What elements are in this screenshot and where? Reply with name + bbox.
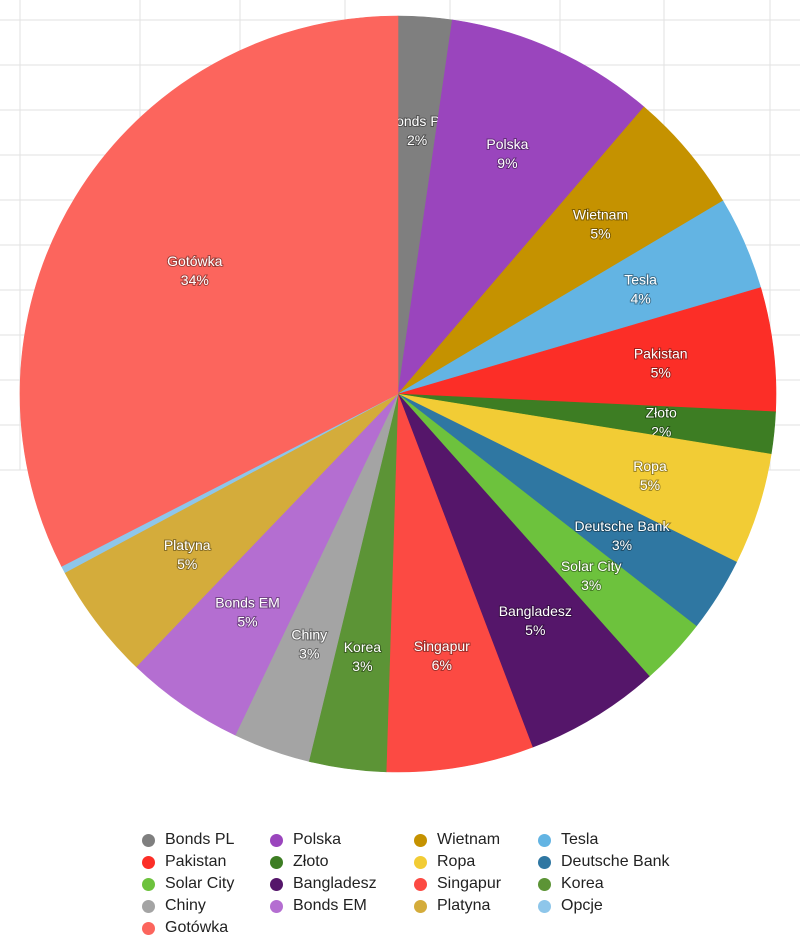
legend-swatch	[142, 921, 155, 935]
legend-item-deutsche-bank: Deutsche Bank	[538, 851, 670, 873]
legend-label: Korea	[561, 875, 604, 892]
pie-slice-polska	[397, 19, 645, 395]
legend-label: Chiny	[165, 897, 206, 914]
legend-swatch	[270, 855, 283, 869]
slice-percent-solar-city: 3%	[581, 577, 601, 593]
slice-percent-platyna: 5%	[177, 556, 197, 572]
slice-percent-bonds-pl: 2%	[407, 132, 427, 148]
slice-label-singapur: Singapur	[414, 638, 470, 654]
legend-item-ropa: Ropa	[414, 851, 475, 873]
slice-label-gotowka: Gotówka	[167, 253, 222, 269]
legend-label: Polska	[293, 831, 342, 848]
pie-slice-gotowka	[19, 15, 399, 567]
legend-item-platyna: Platyna	[414, 895, 490, 917]
legend-label: Bonds EM	[293, 897, 367, 914]
slice-percent-bangladesz: 5%	[525, 622, 545, 638]
slice-label-pakistan: Pakistan	[634, 346, 688, 362]
legend-item-bonds-pl: Bonds PL	[142, 829, 234, 851]
pie-chart: Bonds PL 2% Polska 9% Wietnam 5% Tesla 4% Pakist…	[19, 15, 777, 773]
legend-item-chiny: Chiny	[142, 895, 206, 917]
legend-label: Złoto	[293, 853, 329, 870]
legend-label: Platyna	[437, 897, 491, 914]
slice-label-deutsche-bank: Deutsche Bank	[575, 518, 671, 534]
slice-label-polska: Polska	[486, 136, 528, 152]
legend-label: Singapur	[437, 875, 502, 892]
legend-swatch	[142, 877, 155, 891]
legend-item-bonds-em: Bonds EM	[270, 895, 367, 917]
legend-label: Tesla	[561, 831, 599, 848]
legend-label: Wietnam	[437, 831, 501, 848]
legend-label: Bangladesz	[293, 875, 377, 892]
legend-label: Gotówka	[165, 919, 229, 936]
legend-item-tesla: Tesla	[538, 829, 598, 851]
slice-percent-tesla: 4%	[630, 290, 650, 306]
legend-swatch	[414, 855, 427, 869]
slice-label-zloto: Złoto	[646, 404, 677, 420]
legend-label: Bonds PL	[165, 831, 235, 848]
legend-item-bangladesz: Bangladesz	[270, 873, 377, 895]
slice-label-wietnam: Wietnam	[573, 207, 628, 223]
legend-swatch	[270, 833, 283, 847]
slice-percent-korea: 3%	[352, 658, 372, 674]
slice-label-korea: Korea	[344, 639, 382, 655]
legend-item-korea: Korea	[538, 873, 604, 895]
legend-swatch	[538, 899, 551, 913]
legend-label: Opcje	[561, 897, 603, 914]
pie-slice-bangladesz	[397, 393, 650, 748]
legend-swatch	[538, 833, 551, 847]
legend-swatch	[142, 833, 155, 847]
slice-percent-pakistan: 5%	[651, 365, 671, 381]
slice-percent-singapur: 6%	[432, 657, 452, 673]
legend-swatch	[538, 877, 551, 891]
legend-swatch	[142, 855, 155, 869]
slice-label-bonds-pl: Bonds PL	[387, 113, 448, 129]
legend-swatch	[270, 899, 283, 913]
legend-swatch	[414, 833, 427, 847]
slice-label-platyna: Platyna	[164, 537, 211, 553]
legend-item-zloto: Złoto	[270, 851, 329, 873]
slice-percent-ropa: 5%	[640, 477, 660, 493]
legend-item-wietnam: Wietnam	[414, 829, 500, 851]
legend-swatch	[270, 877, 283, 891]
slice-percent-deutsche-bank: 3%	[612, 537, 632, 553]
legend-label: Solar City	[165, 875, 235, 892]
slice-label-bonds-em: Bonds EM	[215, 595, 280, 611]
legend-swatch	[414, 877, 427, 891]
slice-label-chiny: Chiny	[291, 626, 327, 642]
pie-slice-singapur	[385, 393, 533, 773]
slice-percent-gotowka: 34%	[181, 272, 209, 288]
legend-item-polska: Polska	[270, 829, 341, 851]
legend-item-singapur: Singapur	[414, 873, 501, 895]
slice-label-bangladesz: Bangladesz	[499, 603, 572, 619]
slice-label-ropa: Ropa	[633, 458, 667, 474]
legend-swatch	[142, 899, 155, 913]
legend-swatch	[538, 855, 551, 869]
legend-item-gotowka: Gotówka	[142, 917, 228, 939]
slice-label-tesla: Tesla	[624, 271, 657, 287]
legend-item-solar-city: Solar City	[142, 873, 234, 895]
slice-percent-wietnam: 5%	[590, 226, 610, 242]
legend-swatch	[414, 899, 427, 913]
slice-percent-polska: 9%	[497, 155, 517, 171]
legend-label: Ropa	[437, 853, 476, 870]
slice-percent-chiny: 3%	[299, 645, 319, 661]
legend-label: Pakistan	[165, 853, 227, 870]
chart-legend: Bonds PL Polska Wietnam Tesla Pakistan Złoto R…	[142, 829, 742, 939]
legend-item-pakistan: Pakistan	[142, 851, 226, 873]
legend-label: Deutsche Bank	[561, 853, 670, 870]
legend-item-opcje: Opcje	[538, 895, 603, 917]
slice-percent-bonds-em: 5%	[237, 614, 257, 630]
slice-label-solar-city: Solar City	[561, 558, 622, 574]
